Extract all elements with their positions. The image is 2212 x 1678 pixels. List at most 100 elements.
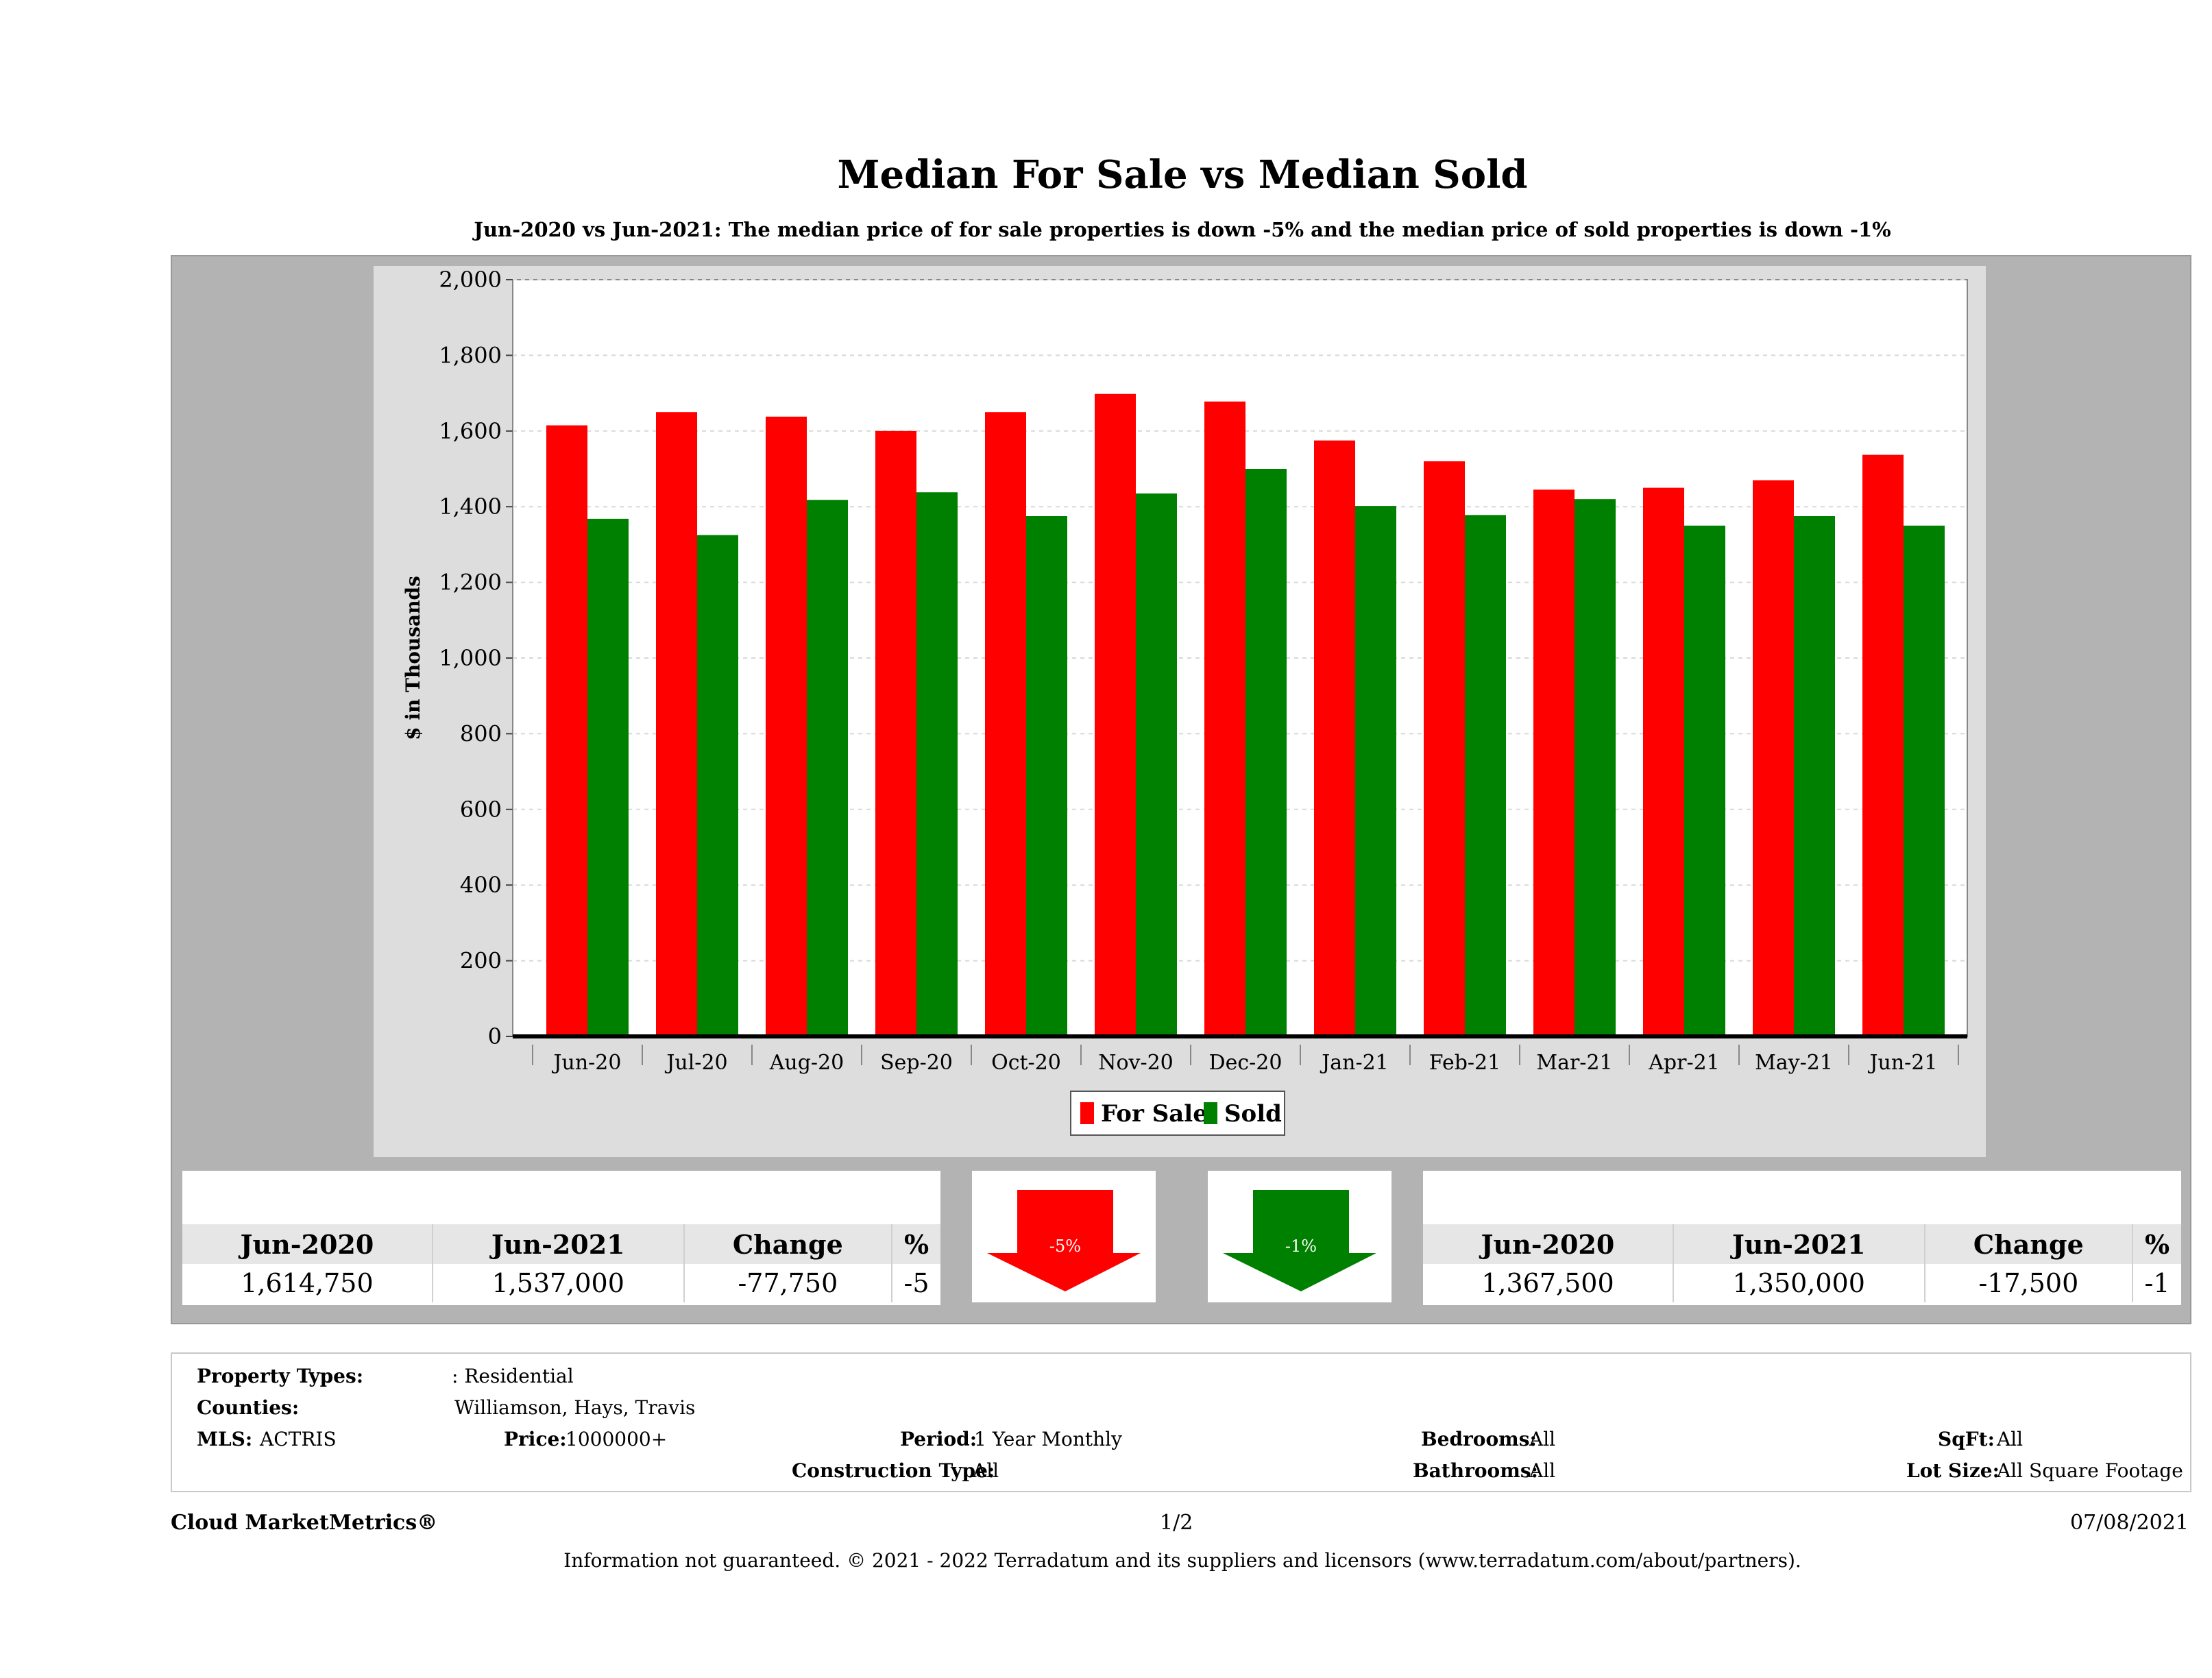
table-header: %	[2132, 1224, 2181, 1264]
bar-sold	[1794, 516, 1835, 1036]
for-sale-change-box: -5%	[972, 1171, 1156, 1302]
lot-size-value: All Square Footage	[1997, 1459, 2183, 1482]
down-arrow-icon: -1%	[1208, 1171, 1391, 1302]
bar-chart: 02004006008001,0001,2001,4001,6001,8002,…	[0, 0, 2212, 1165]
sold-stats-table: Jun-2020 Jun-2021 Change % 1,367,500 1,3…	[1423, 1224, 2181, 1302]
bar-for-sale	[1314, 441, 1355, 1036]
down-arrow-icon: -5%	[972, 1171, 1156, 1302]
bathrooms-value: All	[1529, 1459, 1555, 1482]
x-tick-label: May-21	[1755, 1051, 1833, 1075]
table-header: Change	[684, 1224, 892, 1264]
bar-sold	[916, 492, 958, 1036]
x-tick-label: Nov-20	[1098, 1051, 1174, 1075]
x-tick-label: Jan-21	[1320, 1051, 1389, 1075]
legend-swatch	[1080, 1102, 1094, 1124]
bar-sold	[697, 535, 738, 1036]
bedrooms-value: All	[1529, 1428, 1555, 1450]
bedrooms-label: Bedrooms:	[1421, 1428, 1537, 1450]
for-sale-change-label: -5%	[1049, 1237, 1081, 1256]
bar-sold	[1136, 494, 1177, 1036]
legend-label: For Sale	[1101, 1100, 1208, 1128]
filter-info-box: Property Types: : Residential Counties: …	[171, 1352, 2191, 1492]
for-sale-stats-table: Jun-2020 Jun-2021 Change % 1,614,750 1,5…	[182, 1224, 940, 1302]
property-types-label: Property Types:	[197, 1365, 363, 1387]
y-tick-label: 1,000	[439, 645, 502, 671]
bar-for-sale	[875, 431, 916, 1036]
y-tick-label: 400	[460, 872, 502, 898]
lot-size-label: Lot Size:	[1906, 1459, 2000, 1482]
mls-label: MLS:	[197, 1428, 252, 1450]
table-header: Jun-2020	[182, 1224, 433, 1264]
bar-for-sale	[1862, 455, 1904, 1036]
bar-for-sale	[1643, 488, 1684, 1036]
table-cell: 1,614,750	[182, 1264, 433, 1302]
bar-sold	[807, 500, 848, 1036]
x-tick-label: Apr-21	[1648, 1051, 1720, 1075]
x-tick-label: Sep-20	[880, 1051, 953, 1075]
sold-change-label: -1%	[1285, 1237, 1317, 1256]
sqft-label: SqFt:	[1938, 1428, 1995, 1450]
bathrooms-label: Bathrooms:	[1413, 1459, 1538, 1482]
y-tick-label: 1,800	[439, 342, 502, 368]
bar-for-sale	[766, 417, 807, 1036]
x-tick-label: Aug-20	[769, 1051, 844, 1075]
brand-name: Cloud MarketMetrics®	[171, 1511, 437, 1535]
table-cell: 1,367,500	[1423, 1264, 1673, 1302]
y-tick-label: 800	[460, 720, 502, 746]
table-cell: -1	[2132, 1264, 2181, 1302]
table-header: Change	[1925, 1224, 2133, 1264]
x-tick-label: Feb-21	[1429, 1051, 1500, 1075]
table-cell: -5	[892, 1264, 940, 1302]
construction-type-label: Construction Type:	[792, 1459, 995, 1482]
y-tick-label: 1,200	[439, 570, 502, 596]
period-label: Period:	[900, 1428, 977, 1450]
x-tick-label: Mar-21	[1536, 1051, 1612, 1075]
bar-sold	[1026, 516, 1067, 1036]
sqft-value: All	[1997, 1428, 2023, 1450]
bar-sold	[587, 519, 629, 1036]
bar-for-sale	[985, 412, 1026, 1036]
bar-for-sale	[1095, 394, 1136, 1036]
price-label: Price:	[504, 1428, 567, 1450]
bar-for-sale	[1533, 489, 1575, 1036]
bar-sold	[1465, 515, 1506, 1036]
table-cell: 1,350,000	[1673, 1264, 1925, 1302]
table-cell: 1,537,000	[433, 1264, 684, 1302]
mls-value: ACTRIS	[260, 1428, 337, 1450]
table-header: Jun-2021	[433, 1224, 684, 1264]
report-date: 07/08/2021	[2070, 1511, 2189, 1535]
x-tick-label: Jun-20	[552, 1051, 622, 1075]
y-tick-label: 600	[460, 797, 502, 823]
x-tick-label: Oct-20	[991, 1051, 1061, 1075]
price-value: 1000000+	[566, 1428, 667, 1450]
bar-for-sale	[656, 412, 697, 1036]
bar-for-sale	[1424, 461, 1465, 1036]
bar-for-sale	[1204, 402, 1245, 1036]
y-axis-label: $ in Thousands	[402, 576, 424, 740]
x-tick-label: Jul-20	[664, 1051, 727, 1075]
x-tick-label: Jun-21	[1868, 1051, 1938, 1075]
table-header: Jun-2021	[1673, 1224, 1925, 1264]
counties-value: Williamson, Hays, Travis	[454, 1396, 695, 1419]
table-header: Jun-2020	[1423, 1224, 1673, 1264]
legend-swatch	[1204, 1102, 1217, 1124]
construction-type-value: All	[973, 1459, 999, 1482]
bar-sold	[1355, 506, 1396, 1036]
bar-sold	[1575, 499, 1616, 1036]
bar-for-sale	[1753, 481, 1794, 1036]
table-cell: -77,750	[684, 1264, 892, 1302]
period-value: 1 Year Monthly	[974, 1428, 1122, 1450]
bar-for-sale	[546, 426, 587, 1036]
disclaimer: Information not guaranteed. © 2021 - 202…	[0, 1549, 2212, 1572]
table-header: %	[892, 1224, 940, 1264]
bar-sold	[1245, 469, 1287, 1036]
bar-sold	[1904, 526, 1945, 1036]
y-tick-label: 0	[488, 1023, 502, 1049]
counties-label: Counties:	[197, 1396, 299, 1419]
x-tick-label: Dec-20	[1209, 1051, 1283, 1075]
y-tick-label: 2,000	[439, 267, 502, 293]
y-tick-label: 1,400	[439, 494, 502, 520]
y-tick-label: 1,600	[439, 418, 502, 444]
bar-sold	[1684, 526, 1725, 1036]
sold-change-box: -1%	[1208, 1171, 1391, 1302]
